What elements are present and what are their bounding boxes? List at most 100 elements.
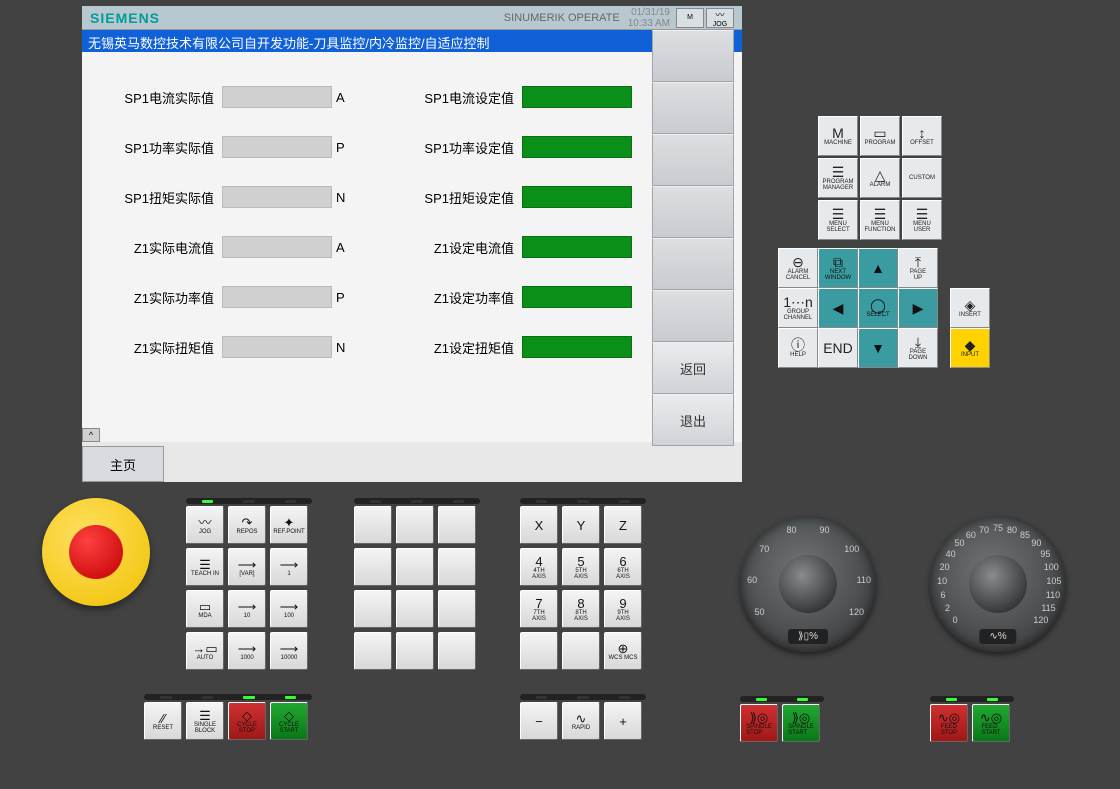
- key-x[interactable]: X: [520, 506, 558, 544]
- key-mda[interactable]: ▭MDA: [186, 590, 224, 628]
- spindle-stop-button[interactable]: ⟫◎SPINDLE STOP: [740, 704, 778, 742]
- key-◀[interactable]: ◀: [818, 288, 858, 328]
- key-alarm-cancel[interactable]: ⊖ALARM CANCEL: [778, 248, 818, 288]
- key-wcs-mcs[interactable]: ⊕WCS MCS: [604, 632, 642, 670]
- key-custom[interactable]: CUSTOM: [902, 158, 942, 198]
- key-page-up[interactable]: ⤒PAGE UP: [898, 248, 938, 288]
- key-100[interactable]: ⟶100: [270, 590, 308, 628]
- spindle-start-button[interactable]: ⟫◎SPINDLE START: [782, 704, 820, 742]
- key-rapid[interactable]: ∿RAPID: [562, 702, 600, 740]
- blank-key[interactable]: [438, 506, 476, 544]
- key-▲[interactable]: ▲: [858, 248, 898, 288]
- key-7th-axis[interactable]: 77TH AXIS: [520, 590, 558, 628]
- blank-key[interactable]: [396, 590, 434, 628]
- key-▶[interactable]: ▶: [898, 288, 938, 328]
- key-6th-axis[interactable]: 66TH AXIS: [604, 548, 642, 586]
- blank-key[interactable]: [396, 548, 434, 586]
- softkey-5[interactable]: [652, 290, 734, 342]
- key-10000[interactable]: ⟶10000: [270, 632, 308, 670]
- feed-override-dial[interactable]: ∿% 0261020405060707580859095100105110115…: [930, 516, 1066, 652]
- actual-value-field[interactable]: [222, 286, 332, 308]
- scroll-up-stub[interactable]: ^: [82, 428, 100, 442]
- key-+[interactable]: +: [604, 702, 642, 740]
- actual-value-field[interactable]: [222, 186, 332, 208]
- spindle-override-dial[interactable]: ⟫▯% 5060708090100110120: [740, 516, 876, 652]
- softkey-2[interactable]: [652, 134, 734, 186]
- key-9th-axis[interactable]: 99TH AXIS: [604, 590, 642, 628]
- key-menu-user[interactable]: ☰MENU USER: [902, 200, 942, 240]
- key-repos[interactable]: ↷REPOS: [228, 506, 266, 544]
- blank-key[interactable]: [354, 548, 392, 586]
- key-jog[interactable]: 〰JOG: [186, 506, 224, 544]
- softkey-6[interactable]: 返回: [652, 342, 734, 394]
- jog-icon[interactable]: 〰JOG: [706, 8, 734, 28]
- key-offset[interactable]: ↕OFFSET: [902, 116, 942, 156]
- key-menu-select[interactable]: ☰MENU SELECT: [818, 200, 858, 240]
- key-end[interactable]: END: [818, 328, 858, 368]
- key-next-window[interactable]: ⧉NEXT WINDOW: [818, 248, 858, 288]
- key-−[interactable]: −: [520, 702, 558, 740]
- softkey-0[interactable]: [652, 30, 734, 82]
- actual-value-field[interactable]: [222, 336, 332, 358]
- blank-key[interactable]: [354, 632, 392, 670]
- set-value-field[interactable]: [522, 286, 632, 308]
- actual-value-field[interactable]: [222, 136, 332, 158]
- blank-key[interactable]: [354, 590, 392, 628]
- key-cycle-start[interactable]: ◇CYCLE START: [270, 702, 308, 740]
- set-value-field[interactable]: [522, 136, 632, 158]
- softkey-7[interactable]: 退出: [652, 394, 734, 446]
- blank-key[interactable]: [438, 632, 476, 670]
- key-5th-axis[interactable]: 55TH AXIS: [562, 548, 600, 586]
- feed-stop-button[interactable]: ∿◎FEED STOP: [930, 704, 968, 742]
- key-[var][interactable]: ⟶[VAR]: [228, 548, 266, 586]
- key-4th-axis[interactable]: 44TH AXIS: [520, 548, 558, 586]
- key-single-block[interactable]: ☰SINGLE BLOCK: [186, 702, 224, 740]
- key-select[interactable]: ◯SELECT: [858, 288, 898, 328]
- key-input[interactable]: ◆INPUT: [950, 328, 990, 368]
- feed-buttons: ∿◎FEED STOP ∿◎FEED START: [930, 696, 1014, 742]
- blank-key[interactable]: [396, 632, 434, 670]
- set-value-field[interactable]: [522, 236, 632, 258]
- right-softkeys: 返回退出: [652, 30, 734, 446]
- key-program[interactable]: ▭PROGRAM: [860, 116, 900, 156]
- key-ref.point[interactable]: ✦REF.POINT: [270, 506, 308, 544]
- key-page-down[interactable]: ⤓PAGE DOWN: [898, 328, 938, 368]
- key-8th-axis[interactable]: 88TH AXIS: [562, 590, 600, 628]
- softkey-4[interactable]: [652, 238, 734, 290]
- mode-icon[interactable]: M: [676, 8, 704, 28]
- blank-key[interactable]: [354, 506, 392, 544]
- key-y[interactable]: Y: [562, 506, 600, 544]
- softkey-1[interactable]: [652, 82, 734, 134]
- key-insert[interactable]: ◈INSERT: [950, 288, 990, 328]
- key-1000[interactable]: ⟶1000: [228, 632, 266, 670]
- softkey-3[interactable]: [652, 186, 734, 238]
- key-[interactable]: [562, 632, 600, 670]
- actual-value-field[interactable]: [222, 86, 332, 108]
- key-teach-in[interactable]: ☰TEACH IN: [186, 548, 224, 586]
- blank-key[interactable]: [438, 548, 476, 586]
- spindle-buttons: ⟫◎SPINDLE STOP ⟫◎SPINDLE START: [740, 696, 824, 742]
- reset-button[interactable]: ⁄⁄RESET: [144, 702, 182, 740]
- key-auto[interactable]: →▭AUTO: [186, 632, 224, 670]
- key-help[interactable]: ⓘHELP: [778, 328, 818, 368]
- key-▼[interactable]: ▼: [858, 328, 898, 368]
- set-value-field[interactable]: [522, 186, 632, 208]
- key-machine[interactable]: MMACHINE: [818, 116, 858, 156]
- key-group-channel[interactable]: 1⋯nGROUP CHANNEL: [778, 288, 818, 328]
- key-1[interactable]: ⟶1: [270, 548, 308, 586]
- set-value-field[interactable]: [522, 336, 632, 358]
- key-program-manager[interactable]: ☰PROGRAM MANAGER: [818, 158, 858, 198]
- key-10[interactable]: ⟶10: [228, 590, 266, 628]
- key-[interactable]: [520, 632, 558, 670]
- actual-value-field[interactable]: [222, 236, 332, 258]
- key-z[interactable]: Z: [604, 506, 642, 544]
- set-value-field[interactable]: [522, 86, 632, 108]
- blank-key[interactable]: [438, 590, 476, 628]
- emergency-stop[interactable]: [42, 498, 150, 606]
- feed-start-button[interactable]: ∿◎FEED START: [972, 704, 1010, 742]
- blank-key[interactable]: [396, 506, 434, 544]
- key-alarm[interactable]: △ALARM: [860, 158, 900, 198]
- key-menu-function[interactable]: ☰MENU FUNCTION: [860, 200, 900, 240]
- key-cycle-stop[interactable]: ◇CYCLE STOP: [228, 702, 266, 740]
- home-tab[interactable]: 主页: [82, 446, 164, 482]
